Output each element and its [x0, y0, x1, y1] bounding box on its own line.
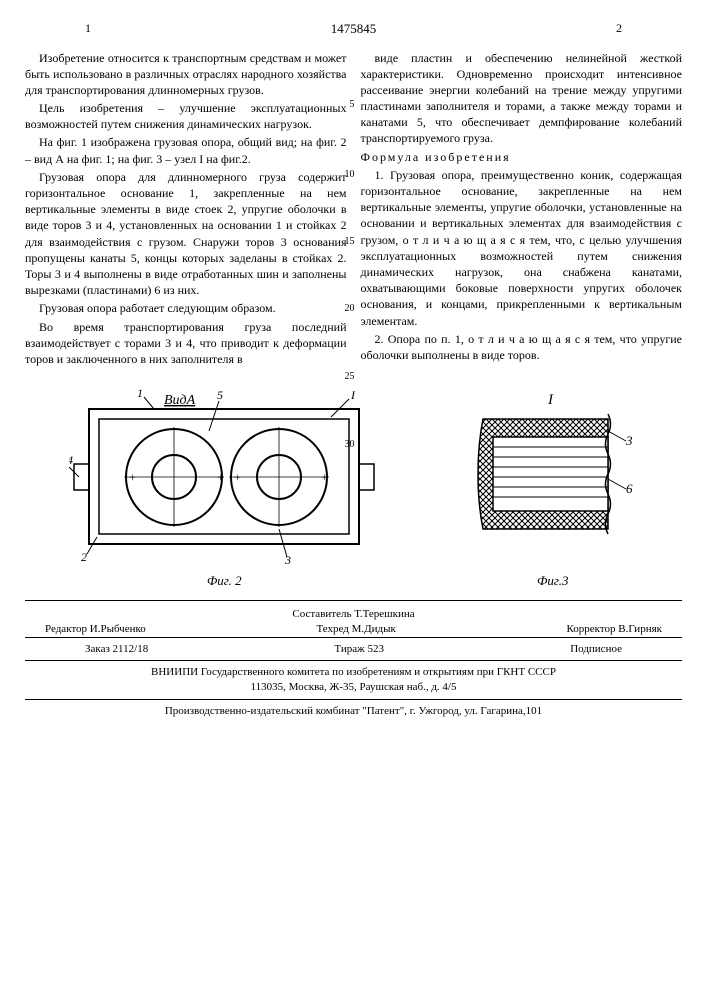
footer: ВНИИПИ Государственного комитета по изоб…	[25, 665, 682, 719]
svg-text:2: 2	[81, 550, 87, 564]
text-columns: Изобретение относится к транспортным сре…	[25, 50, 682, 370]
svg-text:+: +	[217, 470, 224, 484]
page-header: 1 1475845 2	[25, 20, 682, 38]
para: На фиг. 1 изображена грузовая опора, общ…	[25, 134, 347, 166]
footer-line1: ВНИИПИ Государственного комитета по изоб…	[25, 665, 682, 680]
svg-text:+: +	[129, 470, 136, 484]
corrector: Корректор В.Гирняк	[567, 622, 663, 637]
column-2: виде пластин и обеспечению нелинейной же…	[361, 50, 683, 370]
line-number: 5	[350, 98, 355, 112]
compiler: Составитель Т.Терешкина	[25, 607, 682, 622]
line-number: 20	[345, 302, 355, 316]
claim: 1. Грузовая опора, преимущественно коник…	[361, 167, 683, 329]
column-1: Изобретение относится к транспортным сре…	[25, 50, 347, 370]
figures-row: + + + + ВидА 1 5 I 4 2 3 Фиг. 2	[25, 389, 682, 590]
svg-text:5: 5	[217, 389, 223, 402]
patent-number: 1475845	[91, 20, 616, 38]
para: Изобретение относится к транспортным сре…	[25, 50, 347, 99]
fig2-caption: Фиг. 2	[69, 572, 379, 590]
svg-text:3: 3	[625, 433, 633, 448]
svg-text:3: 3	[284, 553, 291, 564]
page-num-right: 2	[616, 20, 622, 38]
fig3-svg: I 3 6	[468, 389, 638, 564]
techred: Техред М.Дидык	[316, 622, 395, 637]
tirazh: Тираж 523	[334, 642, 384, 657]
line-number: 30	[345, 438, 355, 452]
editor: Редактор И.Рыбченко	[45, 622, 146, 637]
para: Грузовая опора для длинномерного груза с…	[25, 169, 347, 299]
podpis: Подписное	[570, 642, 622, 657]
fig2-svg: + + + + ВидА 1 5 I 4 2 3	[69, 389, 379, 564]
line-number: 10	[345, 168, 355, 182]
claim: 2. Опора по п. 1, о т л и ч а ю щ а я с …	[361, 331, 683, 363]
svg-text:6: 6	[626, 481, 633, 496]
para: Во время транспортирования груза последн…	[25, 319, 347, 368]
svg-text:I: I	[350, 389, 356, 402]
credits-block: Составитель Т.Терешкина Редактор И.Рыбче…	[25, 600, 682, 637]
para: Грузовая опора работает следующим образо…	[25, 300, 347, 316]
fig3-caption: Фиг.3	[468, 572, 638, 590]
order-row: Заказ 2112/18 Тираж 523 Подписное	[25, 637, 682, 662]
formula-title: Формула изобретения	[361, 149, 683, 165]
figure-2: + + + + ВидА 1 5 I 4 2 3 Фиг. 2	[69, 389, 379, 590]
svg-text:I: I	[547, 392, 554, 408]
figure-3: I 3 6 Фиг.3	[468, 389, 638, 590]
footer-line2: 113035, Москва, Ж-35, Раушская наб., д. …	[25, 680, 682, 695]
line-number: 15	[345, 235, 355, 249]
order-num: Заказ 2112/18	[85, 642, 148, 657]
para: виде пластин и обеспечению нелинейной же…	[361, 50, 683, 147]
svg-text:4: 4	[69, 453, 73, 467]
svg-text:+: +	[234, 470, 241, 484]
svg-text:+: +	[321, 470, 328, 484]
footer-line3: Производственно-издательский комбинат "П…	[25, 704, 682, 719]
line-number: 25	[345, 370, 355, 384]
para: Цель изобретения – улучшение эксплуатаци…	[25, 100, 347, 132]
vid-a-label: ВидА	[164, 393, 196, 408]
svg-text:1: 1	[137, 389, 143, 400]
